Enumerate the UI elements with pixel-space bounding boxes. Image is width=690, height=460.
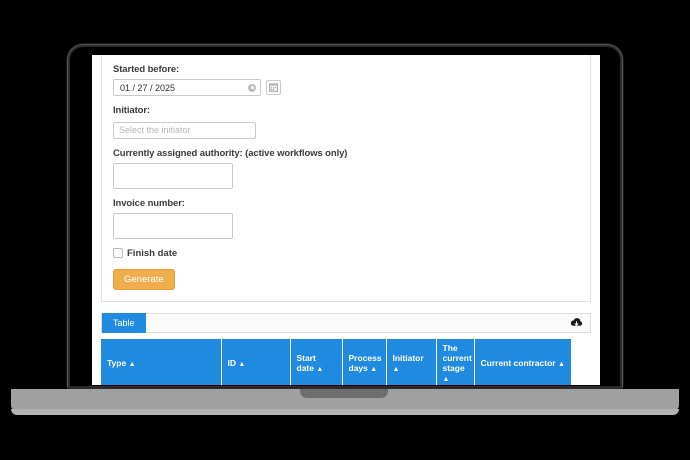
finish-date-row[interactable]: Finish date [113,248,579,259]
tab-strip: Table [101,312,591,333]
initiator-input[interactable] [113,121,256,139]
column-header-start-date-label: Start date [296,352,316,373]
laptop-base-notch [300,389,388,398]
filter-panel: Started before: [101,55,591,302]
cloud-download-icon[interactable] [569,317,583,329]
column-header-current-contractor[interactable]: Current contractor ▲ [474,338,571,385]
table-header-row: Type ▲ ID ▲ Start date ▲ [101,338,571,385]
sort-ascending-icon[interactable]: ▲ [370,365,378,373]
sort-ascending-icon[interactable]: ▲ [557,360,565,368]
web-page: Started before: [92,55,600,385]
initiator-label: Initiator: [113,105,150,116]
authority-input[interactable] [113,162,233,189]
column-header-type[interactable]: Type ▲ [101,338,222,385]
started-before-group: Started before: [113,64,579,96]
invoice-label: Invoice number: [113,197,185,209]
sort-ascending-icon[interactable]: ▲ [238,360,246,368]
invoice-number-input[interactable] [113,212,233,239]
sort-ascending-icon[interactable]: ▲ [442,375,450,383]
column-header-process-days[interactable]: Process days ▲ [342,338,387,385]
initiator-group: Initiator: [113,105,579,139]
finish-date-checkbox[interactable] [113,248,123,258]
authority-label: Currently assigned authority: (active wo… [113,147,348,159]
tab-table[interactable]: Table [102,312,146,333]
column-header-current-stage-label: The current stage [442,342,472,373]
invoice-group: Invoice number: [113,198,579,239]
generate-button[interactable]: Generate [113,268,175,290]
authority-group: Currently assigned authority: (active wo… [113,148,579,189]
started-before-input[interactable] [113,79,261,96]
laptop-base-lip [11,409,679,415]
started-before-input-wrap [113,79,261,96]
laptop-frame: Started before: [67,44,623,389]
column-header-current-stage[interactable]: The current stage ▲ [436,338,475,385]
column-header-initiator-label: Initiator [392,352,424,363]
column-header-id-label: ID [227,357,237,368]
column-header-id[interactable]: ID ▲ [221,338,291,385]
laptop-screen: Started before: [92,55,600,385]
column-header-process-days-label: Process days [348,352,382,373]
column-header-current-contractor-label: Current contractor [480,357,556,368]
finish-date-label: Finish date [127,247,178,259]
started-before-label: Started before: [113,64,180,75]
laptop-base [11,389,679,411]
workflow-report-table: Type ▲ ID ▲ Start date ▲ [101,338,571,385]
started-before-row [113,79,579,96]
table-scroll-area[interactable]: Type ▲ ID ▲ Start date ▲ [101,338,591,385]
calendar-icon[interactable] [266,80,281,95]
sort-ascending-icon[interactable]: ▲ [392,365,400,373]
column-header-type-label: Type [107,357,127,368]
column-header-start-date[interactable]: Start date ▲ [290,338,343,385]
sort-ascending-icon[interactable]: ▲ [128,360,136,368]
column-header-initiator[interactable]: Initiator ▲ [386,338,437,385]
sort-ascending-icon[interactable]: ▲ [316,365,324,373]
clear-circle-icon[interactable] [248,83,256,92]
